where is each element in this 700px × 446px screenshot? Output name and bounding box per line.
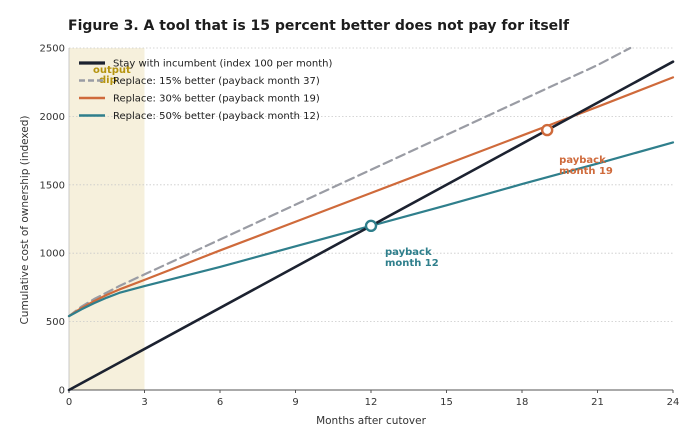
legend-label-4: Replace: 50% better (payback month 12) [113, 111, 320, 122]
legend-label-2: Replace: 15% better (payback month 37) [113, 76, 320, 87]
legend-label-1: Stay with incumbent (index 100 per month… [113, 59, 332, 70]
x-tick-label-15: 15 [440, 397, 453, 408]
payback-label-1-line-1: payback [385, 247, 432, 258]
y-axis-label: Cumulative cost of ownership (indexed) [19, 115, 31, 324]
y-tick-label-2000: 2000 [40, 112, 65, 123]
series-line-4 [67, 141, 675, 318]
x-tick-label-21: 21 [591, 397, 604, 408]
x-tick-label-6: 6 [217, 397, 223, 408]
legend-label-3: Replace: 30% better (payback month 19) [113, 94, 320, 105]
x-tick-label-18: 18 [516, 397, 529, 408]
y-tick-label-0: 0 [59, 386, 65, 397]
y-tick-label-500: 500 [46, 317, 65, 328]
payback-marker-2 [540, 123, 554, 137]
output-dip-region [69, 48, 145, 390]
payback-label-2-line-2: month 19 [559, 166, 613, 177]
output-dip-label-line-1: output [93, 65, 131, 76]
y-tick-label-2500: 2500 [40, 44, 65, 55]
output-dip-label-line-2: dip [99, 75, 117, 86]
chart-title: Figure 3. A tool that is 15 percent bett… [68, 18, 570, 34]
x-tick-label-12: 12 [365, 397, 378, 408]
y-tick-label-1500: 1500 [40, 180, 65, 191]
series-line-2 [67, 46, 632, 318]
x-tick-label-0: 0 [66, 397, 72, 408]
payback-label-1-line-2: month 12 [385, 258, 439, 269]
x-tick-label-9: 9 [292, 397, 298, 408]
payback-label-2-line-1: payback [559, 155, 606, 166]
payback-marker-1 [364, 219, 378, 233]
x-tick-label-3: 3 [141, 397, 147, 408]
x-axis-label: Months after cutover [316, 415, 427, 427]
x-tick-label-24: 24 [667, 397, 680, 408]
y-tick-label-1000: 1000 [40, 249, 65, 260]
